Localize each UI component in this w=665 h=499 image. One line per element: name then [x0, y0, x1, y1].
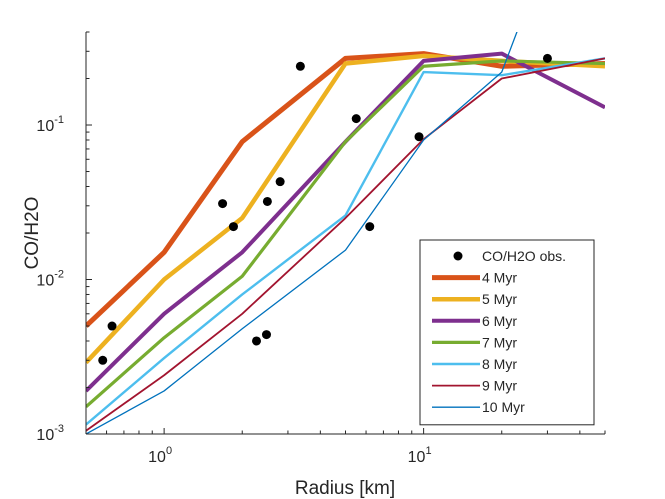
observation-point-5 [252, 336, 262, 346]
x-tick-label: 100 [148, 445, 172, 466]
observation-point-11 [365, 222, 375, 232]
y-tick-label: 10-2 [36, 269, 64, 290]
x-tick-label: 101 [408, 445, 432, 466]
legend-label-4: 7 Myr [482, 334, 517, 350]
legend-label-1: 4 Myr [482, 270, 517, 286]
axes [85, 31, 606, 435]
legend-label-observations: CO/H2O obs. [482, 248, 566, 264]
observation-point-8 [275, 177, 285, 187]
legend-label-2: 5 Myr [482, 291, 517, 307]
legend-box [419, 239, 595, 426]
y-tick-label: 10-3 [36, 423, 64, 444]
y-axis-label: CO/H2O [22, 197, 43, 270]
x-axis-label: Radius [km] [295, 478, 395, 499]
series-line-7 [86, 32, 518, 434]
legend-label-5: 8 Myr [482, 356, 517, 372]
legend-label-7: 10 Myr [482, 399, 525, 415]
series-lines [86, 32, 605, 434]
observation-point-2 [107, 321, 117, 331]
series-line-6 [86, 57, 605, 432]
tick-labels: 100 101 10-3 10-2 10-1 [36, 114, 431, 466]
observation-point-1 [98, 355, 108, 365]
legend-label-6: 9 Myr [482, 378, 517, 394]
legend-label-3: 6 Myr [482, 313, 517, 329]
series-line-4 [86, 59, 605, 408]
observation-point-12 [414, 132, 424, 142]
observation-point-10 [351, 114, 361, 124]
observation-point-4 [228, 222, 238, 232]
observation-points [98, 53, 552, 365]
observation-point-3 [218, 199, 228, 209]
observation-point-9 [295, 61, 305, 71]
legend-marker-observations [453, 251, 463, 261]
series-line-5 [86, 57, 605, 426]
observation-point-6 [261, 330, 271, 340]
observation-point-7 [262, 196, 272, 206]
observation-point-13 [542, 53, 552, 63]
legend: CO/H2O obs. 4 Myr 5 Myr 6 Myr 7 Myr 8 Myr 9 My… [419, 239, 595, 426]
y-tick-label: 10-1 [36, 114, 64, 135]
series-line-1 [86, 51, 605, 328]
